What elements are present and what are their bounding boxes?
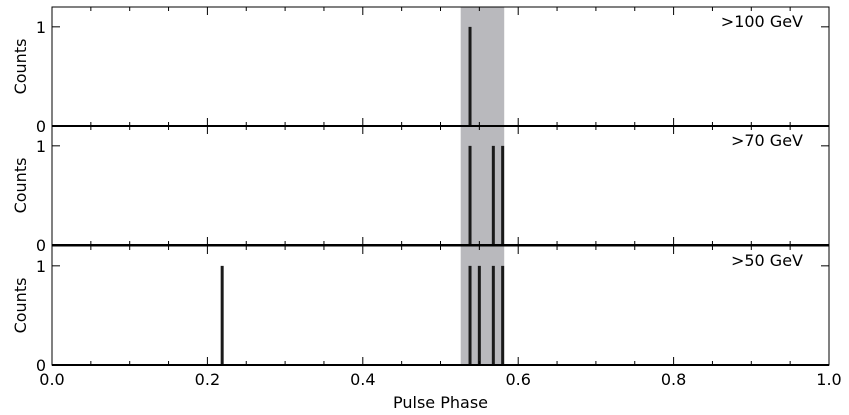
shaded-phase-region <box>460 7 505 365</box>
panel-frame <box>51 245 830 366</box>
y-axis-label: Counts <box>11 39 30 95</box>
x-tick-label: 1.0 <box>816 370 841 389</box>
y-axis-label: Counts <box>11 158 30 214</box>
panel-energy-label: >100 GeV <box>721 12 803 31</box>
y-tick-label: 0 <box>36 236 46 255</box>
x-axis-label: Pulse Phase <box>393 393 488 412</box>
x-tick-label: 0.6 <box>505 370 530 389</box>
x-tick-label: 0.4 <box>350 370 375 389</box>
panel-frame <box>51 125 830 246</box>
y-tick-label: 0 <box>36 356 46 375</box>
y-tick-label: 1 <box>36 137 46 156</box>
panel-frames-layer <box>51 6 830 366</box>
panel-energy-label: >70 GeV <box>731 131 803 150</box>
event-bars-layer <box>220 26 505 365</box>
x-tick-label: 0.8 <box>661 370 686 389</box>
y-tick-label: 1 <box>36 257 46 276</box>
x-tick-label: 0.2 <box>195 370 220 389</box>
panel-frame <box>51 6 830 127</box>
y-tick-label: 1 <box>36 18 46 37</box>
shaded-phase-region-layer <box>460 7 505 365</box>
panel-energy-label: >50 GeV <box>731 251 803 270</box>
y-tick-label: 0 <box>36 117 46 136</box>
y-axis-label: Counts <box>11 278 30 334</box>
x-tick-label: 0.0 <box>39 370 64 389</box>
axis-ticks-layer <box>51 7 830 366</box>
